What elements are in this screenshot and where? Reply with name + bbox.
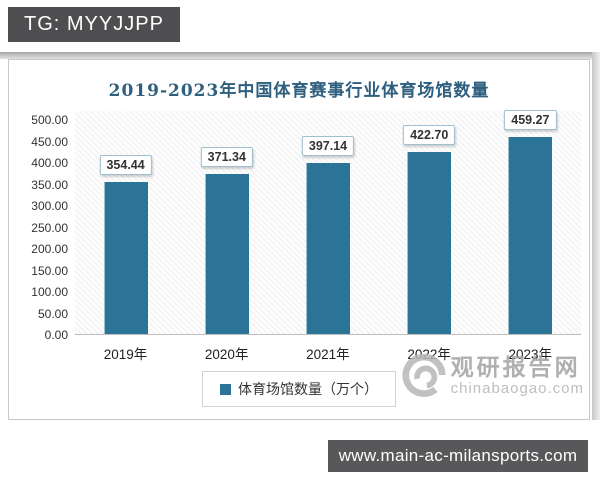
legend-marker-swatch [220, 383, 231, 395]
y-axis-tick-label: 200.00 [31, 242, 68, 256]
chart-panel: 2019-2023年中国体育赛事行业体育场馆数量 354.44 371.34 397… [8, 59, 590, 420]
x-axis-tick-label: 2020年 [204, 347, 249, 362]
watermark-domain: chinabaogao.com [450, 380, 584, 397]
bar-2021年 [306, 163, 350, 334]
x-axis-tick-label: 2021年 [306, 347, 350, 362]
y-axis-tick-label: 250.00 [31, 220, 68, 235]
y-axis-tick-label: 300.00 [31, 199, 68, 213]
y-axis-tick-label: 0.00 [44, 328, 68, 342]
y-axis-tick-label: 150.00 [31, 263, 68, 278]
top-divider-strip [0, 52, 600, 59]
bar-value-label: 459.27 [504, 109, 557, 130]
y-axis-tick-label: 50.00 [37, 306, 68, 321]
y-axis-tick-label: 350.00 [31, 177, 68, 192]
bar-2022年 [407, 152, 452, 334]
plot-area: 354.44 371.34 397.14 422.70 459.27 [75, 109, 581, 335]
watermark: 观研报告网 chinabaogao.com [401, 353, 584, 405]
bar-2023年 [508, 136, 553, 334]
x-axis-tick-label: 2023年 [508, 347, 553, 362]
legend: 体育场馆数量（万个） [202, 371, 396, 407]
y-axis-tick-label: 500.00 [31, 113, 68, 127]
chart-title: 2019-2023年中国体育赛事行业体育场馆数量 [108, 81, 490, 101]
y-axis-tick-label: 450.00 [31, 134, 68, 149]
bar-value-label: 422.70 [403, 125, 456, 146]
bar-value-label: 371.34 [200, 147, 253, 168]
footer-url-text: www.main-ac-milansports.com [338, 446, 578, 465]
bar-value-label: 354.44 [99, 154, 152, 175]
watermark-texts: 观研报告网 chinabaogao.com [451, 354, 584, 397]
watermark-brand: 观研报告网 [450, 354, 581, 380]
x-axis-tick-label: 2019年 [103, 347, 148, 362]
right-edge-strip [592, 52, 600, 420]
tg-badge-text: TG: MYYJJPP [24, 13, 164, 35]
bar-value-label: 397.14 [301, 136, 355, 157]
y-axis-tick-label: 400.00 [31, 156, 68, 170]
y-axis-tick-label: 100.00 [31, 285, 68, 299]
footer-url-bar: www.main-ac-milansports.com [328, 440, 588, 472]
bar-2019年 [103, 181, 148, 334]
legend-label: 体育场馆数量（万个） [238, 381, 378, 397]
bar-2020年 [204, 174, 249, 334]
tg-badge: TG: MYYJJPP [8, 7, 180, 42]
swirl-g-logo-icon [401, 353, 447, 405]
